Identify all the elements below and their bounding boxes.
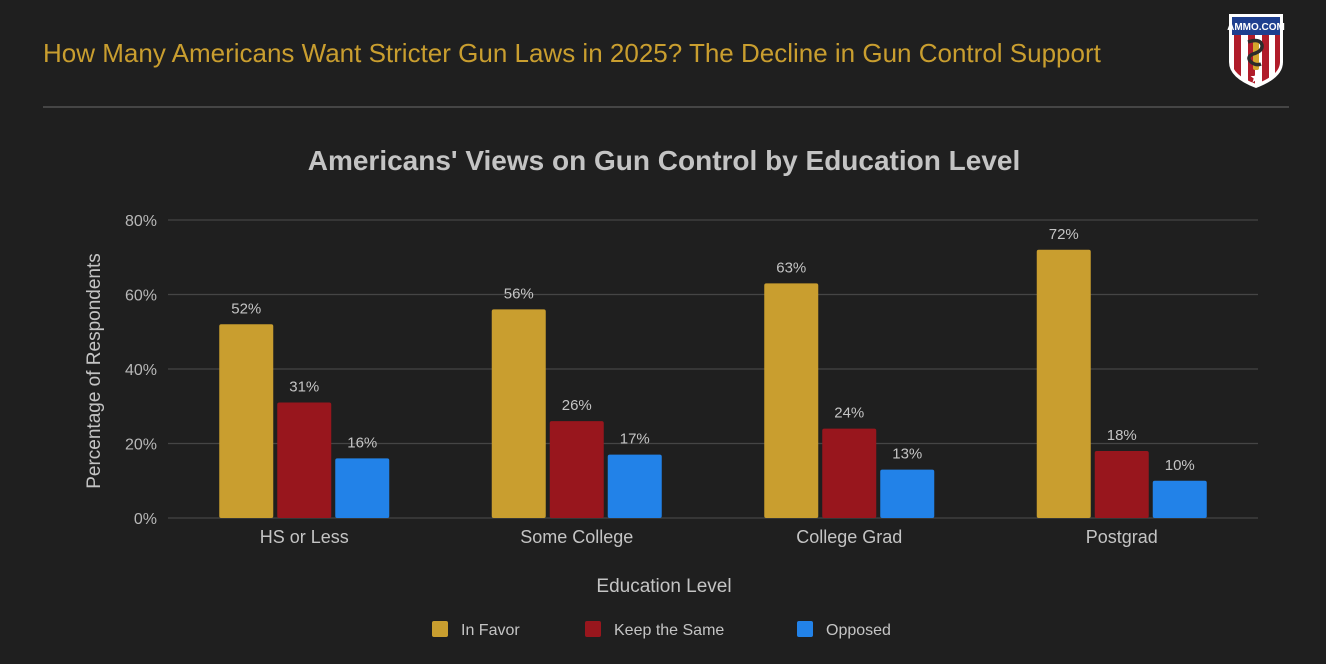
y-axis-ticks: 0% 20% 40% 60% 80% (125, 213, 157, 528)
data-label: 18% (1107, 427, 1137, 444)
gridlines (168, 219, 1258, 519)
legend-item-keep-the-same[interactable]: Keep the Same (585, 621, 724, 639)
data-label: 56% (504, 285, 534, 302)
legend: In Favor Keep the Same Opposed (432, 621, 891, 639)
bar-keep-the-same-some-college (549, 421, 604, 518)
x-category-label: HS or Less (260, 527, 349, 547)
bar-opposed-postgrad (1152, 480, 1207, 518)
data-label: 26% (562, 397, 592, 414)
bar-keep-the-same-college-grad (822, 428, 877, 518)
shield-snake-bullet-icon: AMMO.COM (1227, 14, 1285, 88)
y-tick-label: 20% (125, 437, 157, 454)
x-axis-categories: HS or Less Some College College Grad Postgr… (260, 527, 1158, 547)
bar-opposed-some-college (607, 454, 662, 518)
legend-label: Opposed (826, 622, 891, 639)
legend-item-opposed[interactable]: Opposed (797, 621, 891, 639)
x-axis-title: Education Level (596, 576, 731, 597)
bar-in-favor-college-grad (764, 283, 819, 518)
data-label: 24% (834, 405, 864, 422)
legend-label: Keep the Same (614, 622, 724, 639)
y-tick-label: 40% (125, 362, 157, 379)
y-tick-label: 0% (134, 511, 157, 528)
bar-keep-the-same-hs-or-less (277, 402, 332, 518)
legend-item-in-favor[interactable]: In Favor (432, 621, 520, 639)
legend-swatch (585, 621, 601, 637)
data-labels: 52% 31% 16% 56% 26% 17% 63% 24% 13% 72% 18% 10% (231, 226, 1195, 474)
data-label: 52% (231, 300, 261, 317)
ammo-com-logo[interactable]: AMMO.COM (1226, 12, 1286, 90)
legend-label: In Favor (461, 622, 520, 639)
chart-title: Americans' Views on Gun Control by Educa… (308, 145, 1021, 176)
data-label: 10% (1165, 457, 1195, 474)
data-label: 31% (289, 379, 319, 396)
page-title: How Many Americans Want Stricter Gun Law… (43, 38, 1101, 68)
legend-swatch (797, 621, 813, 637)
data-label: 63% (776, 259, 806, 276)
bar-keep-the-same-postgrad (1094, 450, 1149, 518)
bar-in-favor-hs-or-less (219, 324, 274, 518)
data-label: 16% (347, 434, 377, 451)
x-category-label: Postgrad (1086, 527, 1158, 547)
bars (219, 249, 1207, 519)
bar-opposed-college-grad (880, 469, 935, 518)
data-label: 13% (892, 446, 922, 463)
bar-opposed-hs-or-less (335, 458, 390, 518)
legend-swatch (432, 621, 448, 637)
bar-in-favor-postgrad (1036, 249, 1091, 519)
y-tick-label: 60% (125, 288, 157, 305)
y-tick-label: 80% (125, 213, 157, 230)
data-label: 17% (620, 431, 650, 448)
logo-text: AMMO.COM (1227, 22, 1285, 33)
title-divider (43, 106, 1289, 108)
x-category-label: College Grad (796, 527, 902, 547)
x-category-label: Some College (520, 527, 633, 547)
bar-in-favor-some-college (491, 309, 546, 518)
y-axis-title: Percentage of Respondents (84, 253, 105, 489)
data-label: 72% (1049, 226, 1079, 243)
